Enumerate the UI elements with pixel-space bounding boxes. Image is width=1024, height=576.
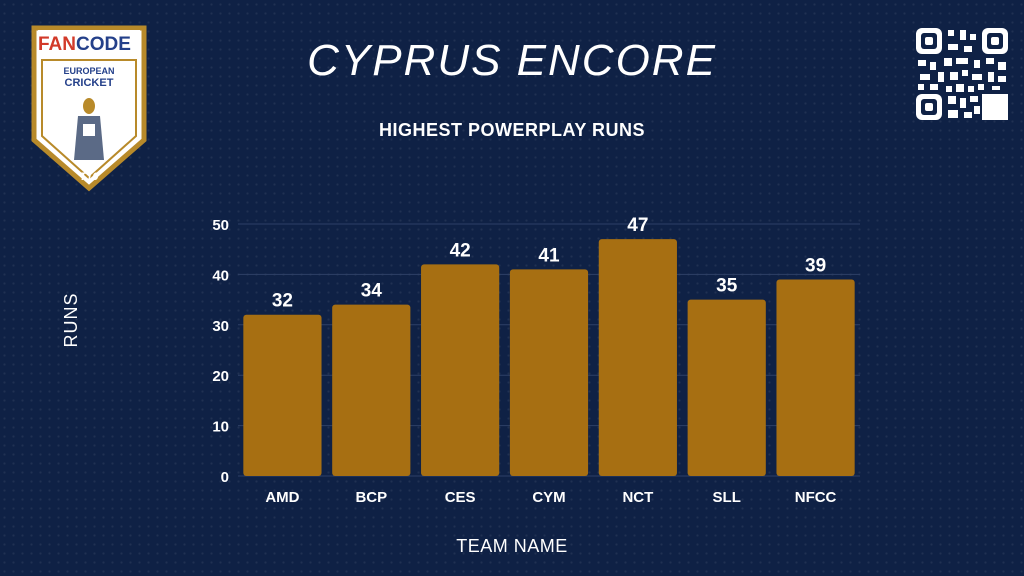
data-label: 32 xyxy=(272,291,293,312)
x-tick-label: NFCC xyxy=(795,489,837,506)
y-tick-label: 20 xyxy=(212,368,229,385)
trophy-icon xyxy=(74,116,104,160)
svg-text:FANCODE: FANCODE xyxy=(38,34,131,55)
data-label: 42 xyxy=(450,240,471,261)
x-tick-label: CYM xyxy=(532,489,565,506)
bar-sll xyxy=(687,299,766,476)
bar-nfcc xyxy=(776,279,855,476)
x-tick-label: AMD xyxy=(265,489,299,506)
x-tick-label: CES xyxy=(445,489,476,506)
data-label: 34 xyxy=(361,281,383,302)
x-tick-label: NCT xyxy=(622,489,653,506)
bar-bcp xyxy=(332,304,411,476)
chart-title: HIGHEST POWERPLAY RUNS xyxy=(378,120,646,140)
x-tick-label: BCP xyxy=(355,489,387,506)
x-tick-label: SLL xyxy=(713,489,741,506)
page-title: CYPRUS ENCORE xyxy=(307,36,717,85)
logo-brand-fan: FAN xyxy=(38,34,76,55)
bar-amd xyxy=(243,314,322,476)
data-label: 35 xyxy=(716,276,738,297)
data-label: 47 xyxy=(627,215,648,236)
bar-cym xyxy=(509,269,589,476)
y-tick-label: 0 xyxy=(221,469,229,486)
logo-brand-code: CODE xyxy=(76,34,131,55)
y-tick-label: 50 xyxy=(212,217,229,234)
qr-code-icon xyxy=(916,28,1008,120)
data-label: 39 xyxy=(805,255,826,276)
logo-line-european: EUROPEAN xyxy=(63,66,114,76)
bar-ces xyxy=(421,264,500,476)
european-cricket-t10-logo: FANCODE EUROPEAN CRICKET T10 xyxy=(31,25,147,192)
y-tick-label: 40 xyxy=(212,267,229,284)
data-label: 41 xyxy=(538,245,560,266)
logo-badge: T10 xyxy=(80,171,100,183)
bar-nct xyxy=(598,239,677,476)
trophy-ball-icon xyxy=(83,98,95,114)
y-tick-label: 10 xyxy=(212,419,229,436)
x-axis-label: TEAM NAME xyxy=(456,536,568,556)
y-tick-label: 30 xyxy=(212,318,229,335)
logo-line-cricket: CRICKET xyxy=(65,77,114,89)
